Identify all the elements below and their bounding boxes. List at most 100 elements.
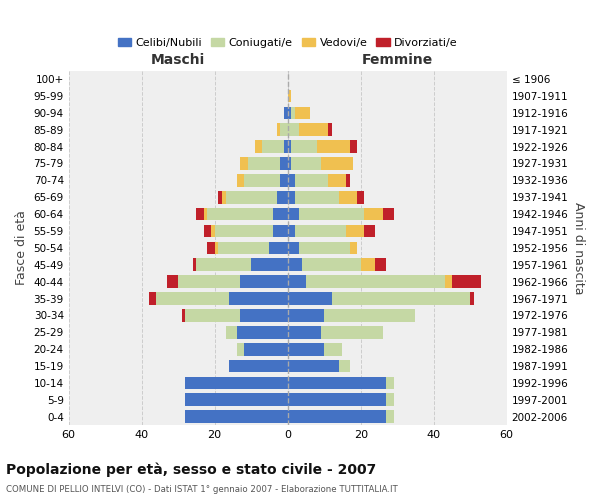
Bar [229, 360, 287, 372]
Bar [287, 376, 386, 390]
Bar [255, 140, 262, 153]
Bar [211, 224, 215, 237]
Bar [229, 292, 287, 305]
Bar [339, 191, 357, 203]
Bar [287, 124, 299, 136]
Bar [204, 208, 208, 220]
Bar [280, 157, 287, 170]
Bar [284, 106, 287, 119]
Bar [273, 224, 287, 237]
Text: Popolazione per età, sesso e stato civile - 2007: Popolazione per età, sesso e stato civil… [6, 462, 376, 477]
Bar [236, 326, 287, 338]
Bar [470, 292, 474, 305]
Text: Femmine: Femmine [362, 54, 433, 68]
Bar [287, 258, 302, 271]
Bar [364, 208, 383, 220]
Bar [331, 292, 470, 305]
Bar [386, 394, 394, 406]
Bar [287, 360, 339, 372]
Bar [376, 258, 386, 271]
Bar [361, 258, 376, 271]
Bar [299, 242, 350, 254]
Bar [204, 224, 211, 237]
Bar [287, 157, 292, 170]
Y-axis label: Fasce di età: Fasce di età [15, 210, 28, 286]
Bar [287, 276, 306, 288]
Bar [350, 140, 357, 153]
Bar [445, 276, 452, 288]
Bar [178, 276, 240, 288]
Bar [185, 394, 287, 406]
Bar [193, 258, 196, 271]
Bar [287, 242, 299, 254]
Bar [287, 140, 292, 153]
Bar [185, 376, 287, 390]
Bar [182, 309, 185, 322]
Bar [350, 242, 357, 254]
Bar [287, 292, 331, 305]
Bar [302, 258, 361, 271]
Bar [299, 208, 364, 220]
Bar [218, 191, 222, 203]
Bar [208, 208, 273, 220]
Bar [196, 208, 204, 220]
Bar [295, 174, 328, 186]
Bar [299, 124, 328, 136]
Bar [277, 124, 280, 136]
Bar [287, 394, 386, 406]
Text: Maschi: Maschi [151, 54, 205, 68]
Bar [328, 174, 346, 186]
Bar [386, 410, 394, 423]
Bar [295, 191, 339, 203]
Bar [317, 140, 350, 153]
Bar [386, 376, 394, 390]
Y-axis label: Anni di nascita: Anni di nascita [572, 202, 585, 294]
Bar [287, 410, 386, 423]
Bar [320, 157, 353, 170]
Bar [287, 343, 324, 355]
Bar [287, 191, 295, 203]
Bar [262, 140, 284, 153]
Bar [320, 326, 383, 338]
Bar [240, 276, 287, 288]
Text: COMUNE DI PELLIO INTELVI (CO) - Dati ISTAT 1° gennaio 2007 - Elaborazione TUTTIT: COMUNE DI PELLIO INTELVI (CO) - Dati IST… [6, 485, 398, 494]
Bar [287, 326, 320, 338]
Bar [324, 309, 415, 322]
Bar [306, 276, 445, 288]
Bar [167, 276, 178, 288]
Bar [292, 157, 320, 170]
Bar [287, 106, 292, 119]
Bar [236, 343, 244, 355]
Bar [295, 106, 310, 119]
Bar [218, 242, 269, 254]
Bar [324, 343, 343, 355]
Bar [226, 191, 277, 203]
Legend: Celibi/Nubili, Coniugati/e, Vedovi/e, Divorziati/e: Celibi/Nubili, Coniugati/e, Vedovi/e, Di… [113, 34, 462, 52]
Bar [452, 276, 481, 288]
Bar [185, 309, 240, 322]
Bar [185, 410, 287, 423]
Bar [269, 242, 287, 254]
Bar [226, 326, 236, 338]
Bar [284, 140, 287, 153]
Bar [287, 174, 295, 186]
Bar [236, 174, 244, 186]
Bar [208, 242, 215, 254]
Bar [287, 90, 292, 102]
Bar [280, 174, 287, 186]
Bar [339, 360, 350, 372]
Bar [292, 106, 295, 119]
Bar [215, 224, 273, 237]
Bar [215, 242, 218, 254]
Bar [346, 224, 364, 237]
Bar [287, 208, 299, 220]
Bar [222, 191, 226, 203]
Bar [287, 309, 324, 322]
Bar [240, 157, 248, 170]
Bar [149, 292, 156, 305]
Bar [196, 258, 251, 271]
Bar [248, 157, 280, 170]
Bar [357, 191, 364, 203]
Bar [251, 258, 287, 271]
Bar [287, 224, 295, 237]
